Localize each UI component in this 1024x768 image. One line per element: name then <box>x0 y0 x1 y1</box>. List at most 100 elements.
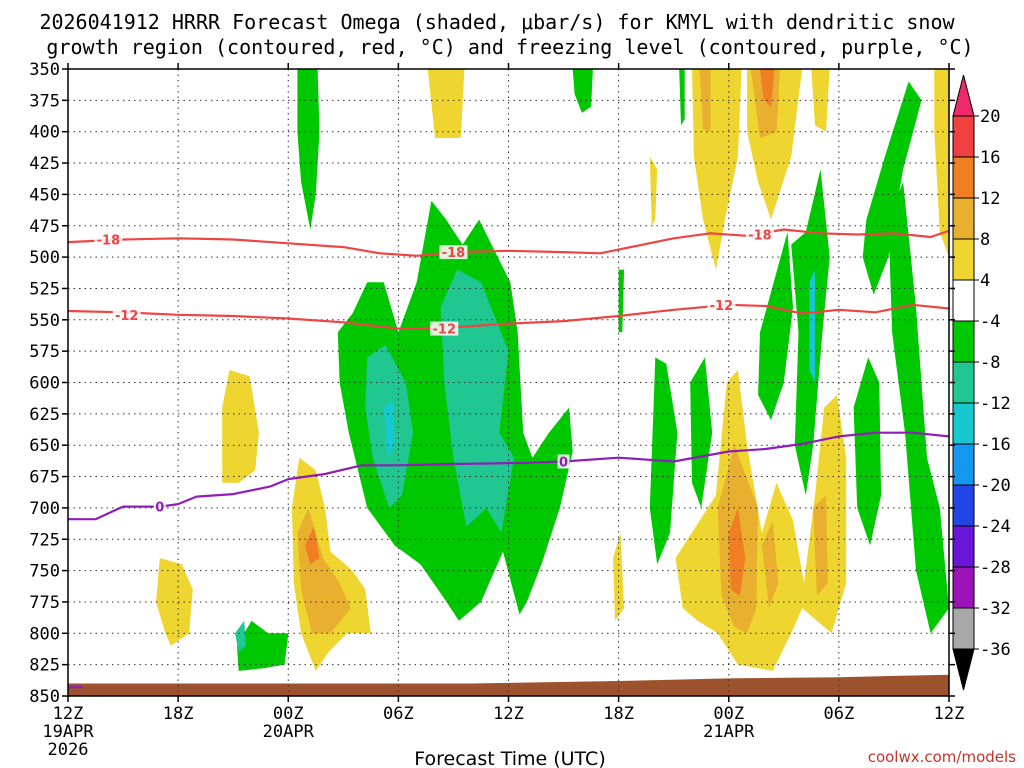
colorbar-label-1: 16 <box>980 148 1000 168</box>
omega-region-36 <box>728 507 746 596</box>
colorbar-label-5: -4 <box>980 312 1000 332</box>
colorbar-bin-1 <box>952 115 975 158</box>
y-tick-label-725: 725 <box>29 530 60 550</box>
omega-region-34 <box>675 370 847 671</box>
axes: 350 375 400 425 450 475 500 525 550 575 600 625 650 6… <box>29 60 964 760</box>
colorbar-bin-9 <box>952 443 975 486</box>
colorbar-bin-3 <box>952 197 975 240</box>
y-tick-label-825: 825 <box>29 656 60 676</box>
omega-region-24 <box>853 357 882 546</box>
colorbar-bin-6 <box>952 320 975 363</box>
x-tick-date-0: 19APR <box>42 722 94 742</box>
colorbar-label-4: 4 <box>980 271 990 291</box>
x-tick-date-2: 20APR <box>263 722 315 742</box>
y-tick-label-375: 375 <box>29 91 60 111</box>
colorbar-bin-10 <box>952 484 975 527</box>
omega-region-17 <box>383 401 395 458</box>
omega-region-37 <box>761 520 779 609</box>
omega-region-6 <box>699 69 711 132</box>
y-tick-label-700: 700 <box>29 499 60 519</box>
colorbar-label-0: 20 <box>980 107 1000 127</box>
colorbar-bin-2 <box>952 156 975 199</box>
x-tick-label-4: 12Z <box>493 704 524 724</box>
omega-region-11 <box>862 81 922 295</box>
omega-region-20 <box>690 357 713 508</box>
omega-region-32 <box>304 526 320 565</box>
omega-region-13 <box>649 156 658 226</box>
chart-title-line-1: 2026041912 HRRR Forecast Omega (shaded, … <box>39 10 955 34</box>
omega-region-10 <box>811 69 830 132</box>
omega-region-18 <box>618 269 625 333</box>
x-tick-label-3: 06Z <box>383 704 414 724</box>
y-tick-label-450: 450 <box>29 185 60 205</box>
omega-region-23 <box>809 269 815 383</box>
omega-region-12 <box>934 69 949 258</box>
y-tick-label-625: 625 <box>29 405 60 425</box>
x-tick-year-0: 2026 <box>48 740 89 760</box>
omega-region-9 <box>760 69 775 107</box>
contour-label-bg-0-1 <box>439 245 468 260</box>
omega-region-2 <box>297 69 320 230</box>
y-tick-label-575: 575 <box>29 342 60 362</box>
omega-region-3 <box>572 69 593 113</box>
colorbar-label-2: 12 <box>980 189 1000 209</box>
y-tick-label-350: 350 <box>29 60 60 80</box>
contour-label-1-0: -12 <box>115 309 139 324</box>
y-tick-label-775: 775 <box>29 593 60 613</box>
x-tick-date-6: 21APR <box>703 722 755 742</box>
y-tick-label-750: 750 <box>29 562 60 582</box>
y-tick-label-800: 800 <box>29 624 60 644</box>
x-tick-label-8: 12Z <box>934 704 965 724</box>
colorbar-bin-7 <box>952 361 975 404</box>
x-tick-label-6: 00Z <box>713 704 744 724</box>
omega-region-29 <box>156 558 193 646</box>
contour-label-2-1: 0 <box>559 456 568 471</box>
colorbar-bin-12 <box>952 566 975 609</box>
contour-label-bg-1-0 <box>112 307 141 322</box>
y-tick-label-600: 600 <box>29 374 60 394</box>
chart-title-line-2: growth region (contoured, red, °C) and f… <box>46 35 973 59</box>
omega-region-21 <box>758 232 793 421</box>
omega-region-5 <box>692 69 742 270</box>
omega-region-27 <box>235 620 246 653</box>
contour-label-bg-1-2 <box>707 297 736 312</box>
omega-region-28 <box>222 370 259 483</box>
colorbar-bin-5 <box>952 279 975 322</box>
y-tick-label-425: 425 <box>29 154 60 174</box>
x-tick-label-7: 06Z <box>824 704 855 724</box>
x-axis-title: Forecast Time (UTC) <box>414 748 605 768</box>
colorbar-label-12: -32 <box>980 599 1011 619</box>
contour-label-2-0: 0 <box>155 501 164 516</box>
omega-region-4 <box>679 69 685 126</box>
contour-0 <box>68 228 949 257</box>
colorbar-label-13: -36 <box>980 640 1011 660</box>
y-tick-label-550: 550 <box>29 311 60 331</box>
contour-label-bg-2-1 <box>557 454 570 469</box>
y-tick-label-650: 650 <box>29 436 60 456</box>
contour-label-1-2: -12 <box>710 299 734 314</box>
x-tick-label-5: 18Z <box>603 704 634 724</box>
plot-area: -18 -18 -18 -12 -12 -12 0 0 <box>68 69 949 696</box>
colorbar-label-6: -8 <box>980 353 1000 373</box>
colorbar-bin-8 <box>952 402 975 445</box>
omega-region-1 <box>427 69 465 138</box>
y-tick-label-675: 675 <box>29 468 60 488</box>
omega-region-33 <box>613 533 625 621</box>
colorbar-label-8: -16 <box>980 435 1011 455</box>
colorbar-label-3: 8 <box>980 230 990 250</box>
contour-2 <box>68 431 949 521</box>
x-tick-label-1: 18Z <box>163 704 194 724</box>
credit-text: coolwx.com/models <box>868 748 1016 766</box>
colorbar-label-10: -24 <box>980 517 1011 537</box>
colorbar-bin-4 <box>952 238 975 281</box>
contour-label-0-0: -18 <box>97 234 121 249</box>
omega-region-25 <box>888 181 949 634</box>
y-tick-label-525: 525 <box>29 279 60 299</box>
contour-1 <box>68 303 949 330</box>
contour-label-bg-0-2 <box>745 227 774 242</box>
contour-label-bg-1-1 <box>430 321 459 336</box>
colorbar-bin-13 <box>952 607 975 650</box>
colorbar-label-7: -12 <box>980 394 1011 414</box>
contour-label-0-2: -18 <box>748 229 772 244</box>
